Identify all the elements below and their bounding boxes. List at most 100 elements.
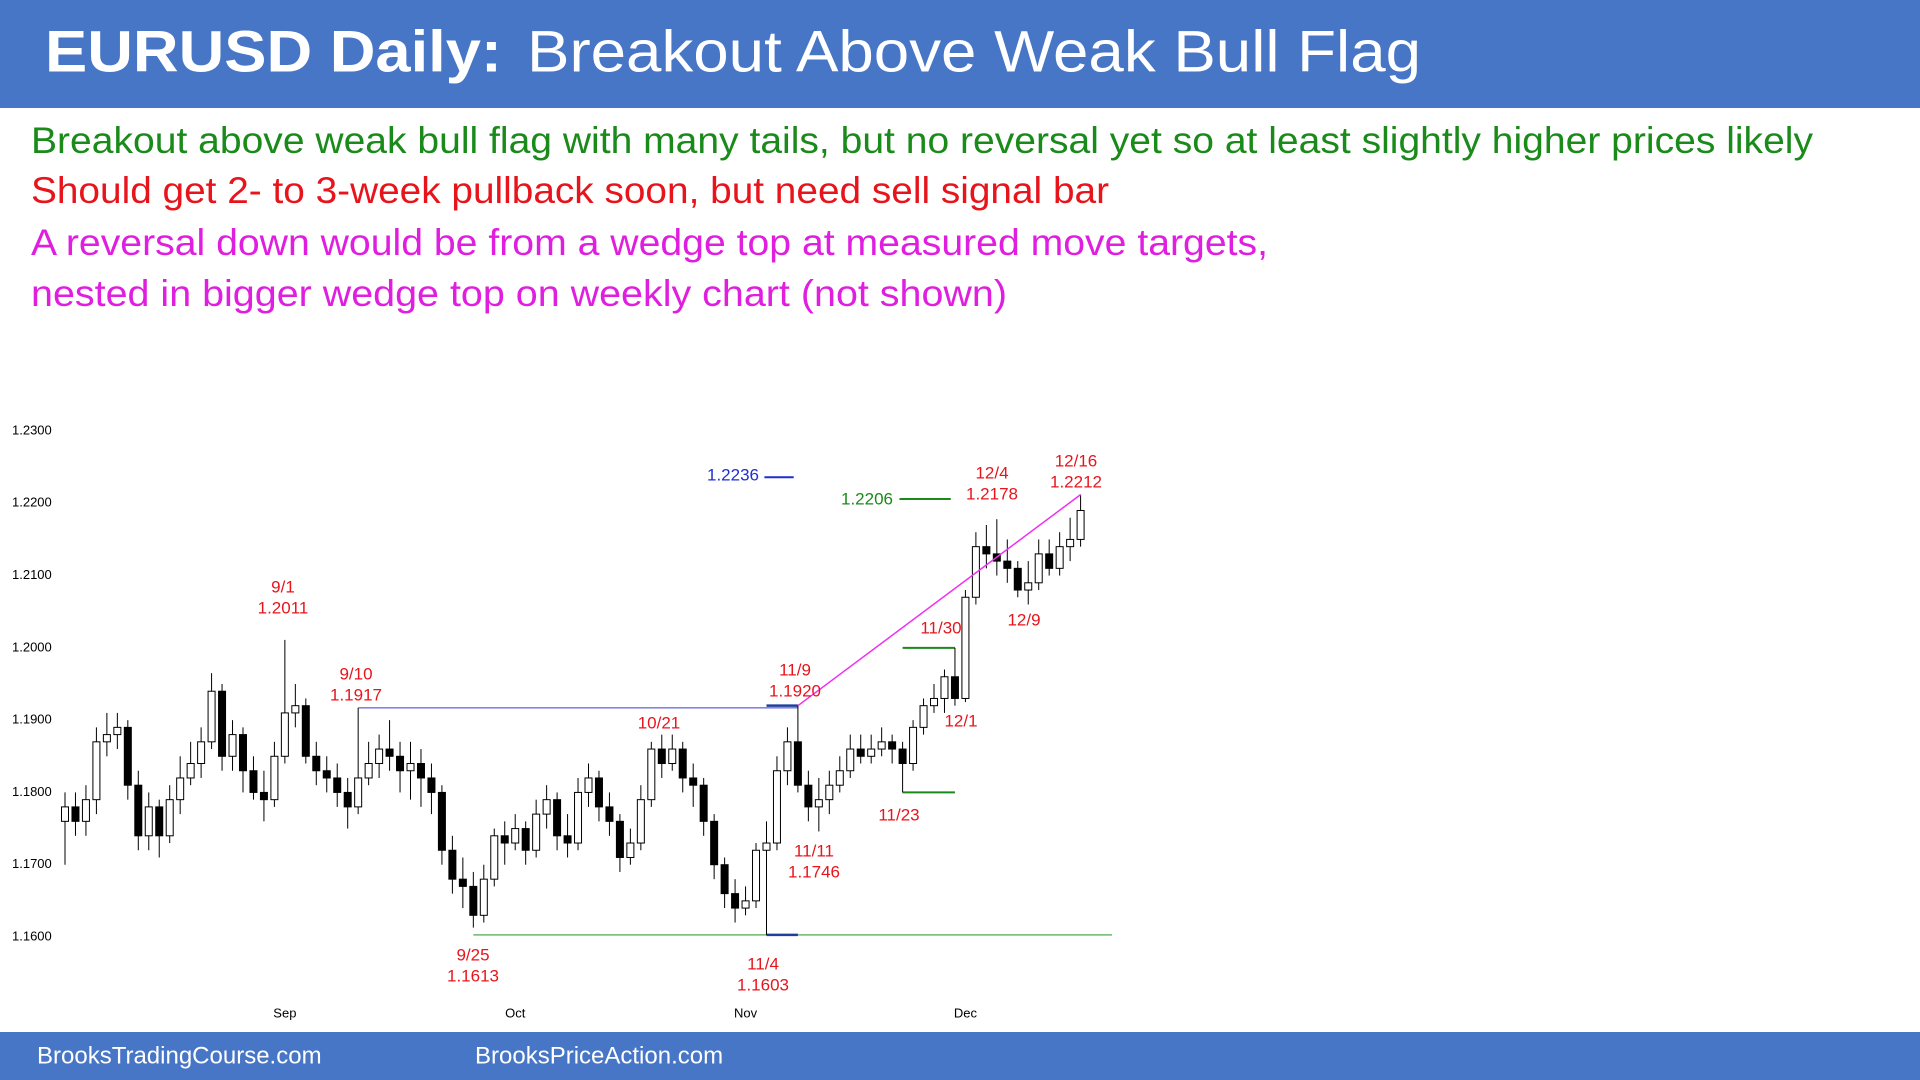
- candle-body: [731, 893, 740, 909]
- candle-body: [218, 690, 227, 757]
- candle-body: [909, 726, 918, 765]
- annotation-label: 12/16: [1055, 451, 1098, 470]
- annotation-label: 12/9: [1007, 610, 1040, 629]
- candle-body: [1024, 582, 1033, 591]
- candle-body: [574, 791, 583, 844]
- candle-body: [888, 741, 897, 750]
- candle-body: [762, 842, 771, 851]
- annotation-price: 1.1613: [447, 966, 499, 985]
- candle-body: [197, 741, 206, 765]
- candle-body: [793, 741, 802, 786]
- candle-body: [626, 842, 635, 858]
- annotation-price: 1.2212: [1050, 472, 1102, 491]
- candle-body: [176, 777, 185, 801]
- candle-body: [720, 864, 729, 895]
- candle-body: [113, 726, 122, 736]
- candle-body: [584, 777, 593, 793]
- x-tick-label: Nov: [734, 1005, 758, 1020]
- candle-body: [783, 741, 792, 772]
- candle-body: [396, 755, 405, 772]
- annotation-label: 11/30: [920, 618, 961, 637]
- candle-body: [898, 748, 907, 765]
- candle-body: [437, 791, 446, 851]
- candle-body: [165, 799, 174, 837]
- candle-body: [312, 755, 321, 772]
- candle-body: [846, 748, 855, 772]
- candle-body: [511, 828, 520, 844]
- candle-body: [81, 799, 90, 822]
- footer-right: BrooksPriceAction.com: [475, 1042, 723, 1069]
- footer-left: BrooksTradingCourse.com: [37, 1042, 322, 1069]
- candle-body: [867, 748, 876, 757]
- candle-body: [333, 777, 342, 793]
- note-line: Breakout above weak bull flag with many …: [31, 120, 1814, 161]
- candle-body: [301, 705, 310, 757]
- y-tick-label: 1.2100: [12, 567, 52, 582]
- candle-body: [982, 546, 991, 555]
- candle-body: [469, 885, 478, 916]
- candle-body: [238, 734, 247, 772]
- annotation-price: 1.2011: [258, 598, 309, 617]
- candle-body: [61, 806, 69, 822]
- candle-body: [532, 813, 541, 851]
- candle-body: [354, 777, 363, 808]
- candle-body: [961, 596, 970, 699]
- candle-body: [416, 763, 425, 779]
- candle-body: [280, 712, 289, 757]
- title: Breakout Above Weak Bull Flag: [527, 19, 1421, 84]
- candle-body: [375, 748, 384, 765]
- candle-body: [856, 748, 865, 757]
- x-tick-label: Sep: [273, 1005, 296, 1020]
- y-tick-label: 1.1800: [12, 784, 52, 799]
- trend-line: [797, 494, 1082, 707]
- candle-body: [835, 770, 844, 786]
- candle-body: [186, 763, 195, 779]
- note-line: nested in bigger wedge top on weekly cha…: [31, 273, 1007, 314]
- annotation-label: 10/21: [638, 713, 681, 732]
- candle-body: [343, 791, 352, 808]
- candle-body: [877, 741, 886, 750]
- note-line: Should get 2- to 3-week pullback soon, b…: [31, 170, 1109, 211]
- candle-body: [553, 799, 562, 837]
- candle-body: [448, 849, 457, 880]
- candle-body: [647, 748, 656, 801]
- candle-body: [259, 791, 268, 801]
- y-tick-label: 1.2200: [12, 495, 52, 510]
- candle-body: [699, 784, 708, 822]
- candle-body: [92, 741, 101, 801]
- y-tick-label: 1.1600: [12, 928, 52, 943]
- candle-body: [134, 784, 143, 837]
- candle-body: [427, 777, 436, 793]
- candle-body: [479, 878, 488, 916]
- annotation-label: 12/4: [975, 463, 1008, 482]
- annotation-price: 1.2178: [966, 484, 1018, 503]
- candle-body: [657, 748, 666, 765]
- annotation-label: 1.2236: [707, 465, 759, 484]
- candle-body: [458, 878, 467, 887]
- y-tick-label: 1.2300: [12, 422, 52, 437]
- candle-body: [322, 770, 331, 779]
- candle-body: [500, 835, 509, 844]
- candle-body: [71, 806, 80, 822]
- candle-body: [207, 690, 216, 743]
- candle-body: [406, 763, 415, 772]
- annotation-price: 1.1603: [737, 975, 789, 994]
- annotation-label: 11/9: [779, 660, 811, 679]
- candle-body: [825, 784, 834, 801]
- y-tick-label: 1.1700: [12, 856, 52, 871]
- candle-body: [1045, 553, 1054, 569]
- candle-body: [1034, 553, 1043, 584]
- candle-body: [249, 770, 258, 793]
- candle-body: [636, 799, 645, 844]
- candle-body: [563, 835, 572, 844]
- candle-body: [752, 849, 761, 902]
- annotation-label: 11/4: [747, 954, 779, 973]
- header-bar: [0, 0, 1920, 108]
- candle-body: [930, 697, 939, 707]
- annotation-price: 1.1920: [769, 681, 821, 700]
- candle-body: [228, 734, 237, 757]
- candle-body: [1076, 510, 1085, 540]
- candle-body: [950, 676, 959, 699]
